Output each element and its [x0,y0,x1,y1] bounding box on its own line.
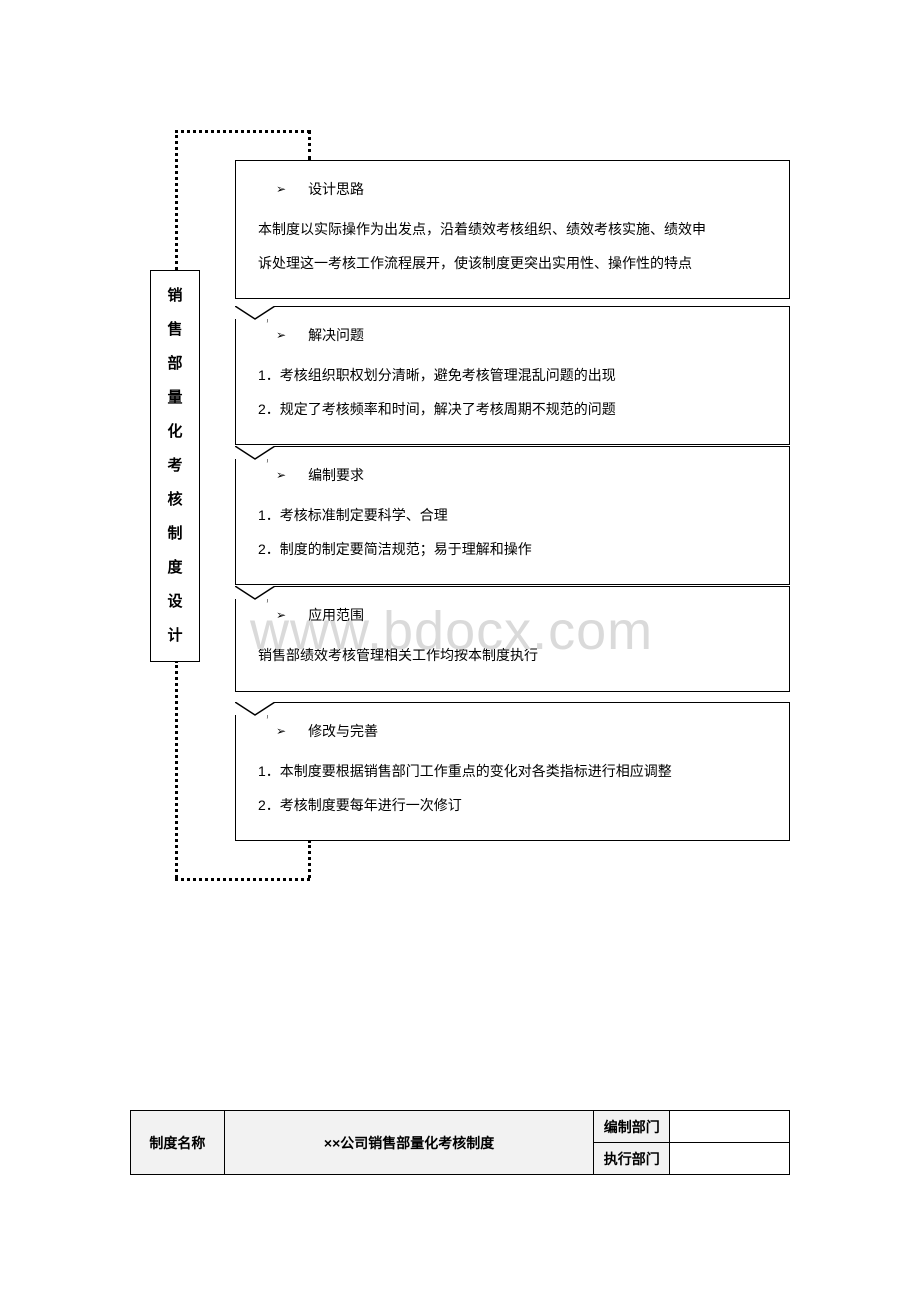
info-table: 制度名称 ××公司销售部量化考核制度 编制部门 执行部门 [130,1110,790,1175]
section-line: 诉处理这一考核工作流程展开，使该制度更突出实用性、操作性的特点 [258,247,771,281]
title-char: 考 [167,449,182,483]
section-line: 1．考核标准制定要科学、合理 [258,499,771,533]
title-char: 度 [167,551,182,585]
section-design-idea: ➢ 设计思路 本制度以实际操作为出发点，沿着绩效考核组织、绩效考核实施、绩效申 … [235,160,790,299]
dotted-connector [308,130,311,160]
section-title: 应用范围 [308,605,364,625]
vertical-title-box: 销 售 部 量 化 考 核 制 度 设 计 [150,270,200,662]
section-title: 编制要求 [308,465,364,485]
section-title: 修改与完善 [308,721,378,741]
table-label-name: 制度名称 [131,1111,225,1175]
title-char: 化 [167,415,182,449]
table-label-dept1: 编制部门 [594,1111,670,1143]
notch-shape [235,586,271,599]
section-line: 2．考核制度要每年进行一次修订 [258,789,771,823]
section-title: 解决问题 [308,325,364,345]
notch-shape [235,446,271,459]
arrow-icon: ➢ [276,608,286,622]
section-problem: ➢ 解决问题 1．考核组织职权划分清晰，避免考核管理混乱问题的出现 2．规定了考… [235,306,790,445]
section-line: 2．制度的制定要简洁规范；易于理解和操作 [258,533,771,567]
arrow-icon: ➢ [276,724,286,738]
arrow-icon: ➢ [276,182,286,196]
section-line: 1．本制度要根据销售部门工作重点的变化对各类指标进行相应调整 [258,755,771,789]
section-revise: ➢ 修改与完善 1．本制度要根据销售部门工作重点的变化对各类指标进行相应调整 2… [235,702,790,841]
title-char: 销 [167,279,182,313]
section-scope: ➢ 应用范围 销售部绩效考核管理相关工作均按本制度执行 [235,586,790,692]
dotted-connector [175,660,178,878]
section-line: 1．考核组织职权划分清晰，避免考核管理混乱问题的出现 [258,359,771,393]
title-char: 部 [167,347,182,381]
title-char: 售 [167,313,182,347]
table-title: ××公司销售部量化考核制度 [224,1111,593,1175]
design-diagram: 销 售 部 量 化 考 核 制 度 设 计 ➢ 设计思路 本制度以实际操作为出发… [130,130,790,880]
arrow-icon: ➢ [276,468,286,482]
title-char: 制 [167,517,182,551]
section-line: 销售部绩效考核管理相关工作均按本制度执行 [258,639,771,673]
table-blank [670,1143,790,1175]
title-char: 设 [167,585,182,619]
notch-shape [235,306,271,319]
table-label-dept2: 执行部门 [594,1143,670,1175]
dotted-connector [308,840,311,878]
title-char: 计 [167,619,182,653]
table-blank [670,1111,790,1143]
dotted-connector [175,130,178,270]
section-requirements: ➢ 编制要求 1．考核标准制定要科学、合理 2．制度的制定要简洁规范；易于理解和… [235,446,790,585]
dotted-connector [175,878,310,881]
dotted-connector [175,130,310,133]
title-char: 核 [167,483,182,517]
title-char: 量 [167,381,182,415]
notch-shape [235,702,271,715]
arrow-icon: ➢ [276,328,286,342]
section-line: 2．规定了考核频率和时间，解决了考核周期不规范的问题 [258,393,771,427]
section-title: 设计思路 [308,179,364,199]
section-line: 本制度以实际操作为出发点，沿着绩效考核组织、绩效考核实施、绩效申 [258,213,771,247]
